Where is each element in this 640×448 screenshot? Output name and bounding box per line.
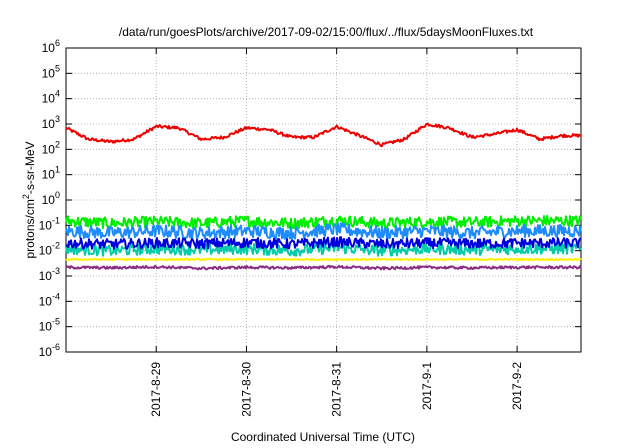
series-line — [65, 222, 582, 240]
y-tick-label-exp: 3 — [55, 114, 60, 124]
series-line — [65, 264, 582, 271]
y-tick-label-exp: -6 — [52, 342, 60, 352]
y-tick-label-exp: -2 — [52, 241, 60, 251]
y-axis-label-sup: 2 — [21, 194, 31, 199]
x-tick-label: 2017-8-30 — [239, 362, 253, 417]
x-tick-labels: 2017-8-29 2017-8-30 2017-8-31 2017-9-1 2017-… — [149, 362, 524, 417]
y-tick-label: 100 — [42, 190, 60, 207]
y-tick-label-base: 10 — [42, 41, 56, 55]
axis-ticks — [66, 47, 581, 353]
x-tick-label: 2017-9-2 — [510, 362, 524, 410]
y-tick-label: 10-5 — [39, 317, 60, 334]
y-axis-label-suffix: -s-sr-MeV — [23, 141, 37, 194]
y-tick-label-exp: 6 — [55, 38, 60, 48]
y-tick-label: 10-3 — [39, 266, 60, 283]
y-axis-label-prefix: protons/cm — [23, 199, 37, 258]
y-tick-label-exp: 4 — [55, 89, 60, 99]
y-tick-label-base: 10 — [39, 244, 53, 258]
y-tick-label-base: 10 — [39, 320, 53, 334]
y-tick-label-exp: 1 — [55, 165, 60, 175]
y-tick-label-base: 10 — [39, 269, 53, 283]
x-tick-label: 2017-9-1 — [420, 362, 434, 410]
y-tick-label-exp: -5 — [52, 317, 60, 327]
series-group — [65, 122, 582, 271]
series-line — [65, 122, 581, 148]
y-tick-label: 104 — [42, 89, 60, 106]
y-tick-label: 103 — [42, 114, 60, 131]
series-line — [65, 214, 582, 230]
x-axis-label: Coordinated Universal Time (UTC) — [231, 430, 415, 444]
y-tick-label-base: 10 — [42, 92, 56, 106]
y-tick-label-exp: -1 — [52, 215, 60, 225]
y-tick-label-exp: 2 — [55, 139, 60, 149]
y-tick-label: 106 — [42, 38, 60, 55]
y-tick-label-base: 10 — [39, 294, 53, 308]
y-tick-label-base: 10 — [39, 218, 53, 232]
y-axis-label: protons/cm2-s-sr-MeV — [21, 141, 37, 258]
x-tick-label: 2017-8-29 — [149, 362, 163, 417]
y-tick-label-base: 10 — [42, 117, 56, 131]
y-tick-label-base: 10 — [42, 66, 56, 80]
y-tick-label: 105 — [42, 63, 60, 80]
y-tick-label: 10-2 — [39, 241, 60, 258]
y-tick-label: 101 — [42, 165, 60, 182]
y-tick-labels: 10-610-510-410-310-210-11001011021031041… — [39, 38, 60, 359]
y-tick-label: 102 — [42, 139, 60, 156]
y-tick-label-exp: 0 — [55, 190, 60, 200]
y-tick-label: 10-4 — [39, 291, 60, 308]
y-tick-label-base: 10 — [39, 345, 53, 359]
y-tick-label-base: 10 — [42, 142, 56, 156]
y-tick-label-base: 10 — [42, 193, 56, 207]
y-tick-label-exp: 5 — [55, 63, 60, 73]
chart-title: /data/run/goesPlots/archive/2017-09-02/1… — [119, 25, 534, 39]
y-tick-label-exp: -4 — [52, 291, 60, 301]
y-tick-label: 10-1 — [39, 215, 60, 232]
x-tick-label: 2017-8-31 — [330, 362, 344, 417]
plot-frame — [65, 47, 582, 353]
y-tick-label: 10-6 — [39, 342, 60, 359]
y-tick-label-base: 10 — [42, 168, 56, 182]
y-tick-label-exp: -3 — [52, 266, 60, 276]
grid — [66, 47, 581, 353]
series-line — [65, 236, 582, 250]
series-line — [65, 257, 582, 262]
